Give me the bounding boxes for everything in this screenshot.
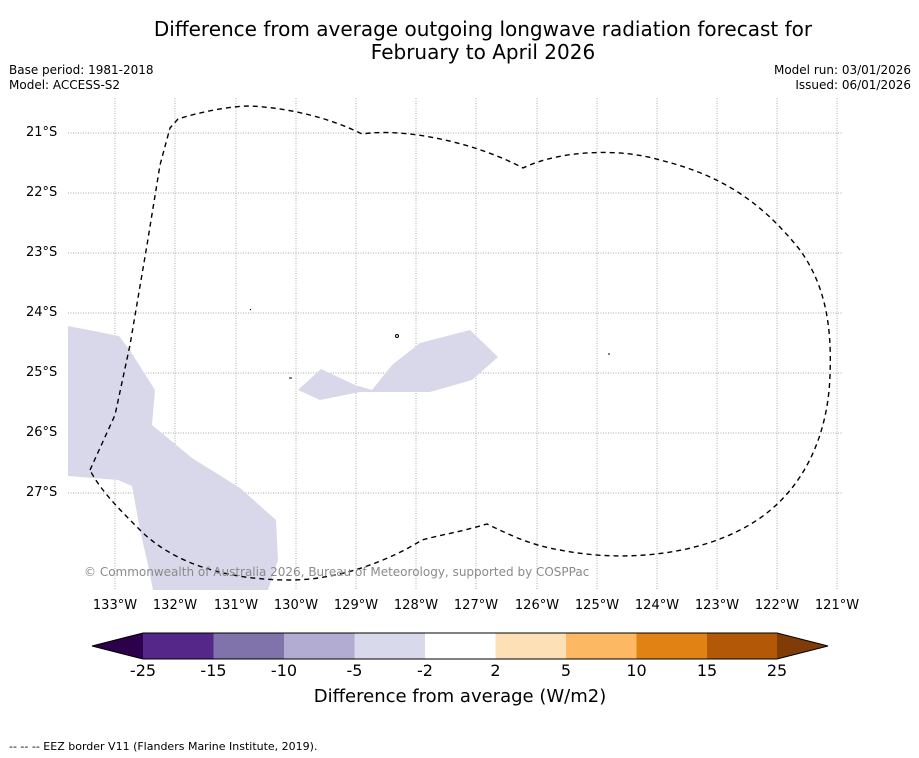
lon-label-126w: 126°W bbox=[514, 598, 560, 613]
lon-label-127w: 127°W bbox=[453, 598, 499, 613]
island-speck bbox=[395, 334, 399, 338]
base-period: Base period: 1981-2018 bbox=[9, 63, 154, 77]
chart-title: Difference from average outgoing longwav… bbox=[60, 18, 906, 64]
lat-label-23s: 23°S bbox=[26, 245, 58, 260]
meta-right: Model run: 03/01/2026 Issued: 06/01/2026 bbox=[774, 63, 911, 93]
issued-date: Issued: 06/01/2026 bbox=[795, 78, 911, 92]
copyright-notice: © Commonwealth of Australia 2026, Bureau… bbox=[84, 565, 590, 579]
lon-label-130w: 130°W bbox=[273, 598, 319, 613]
colorbar-tick: -2 bbox=[417, 661, 433, 680]
colorbar-tick: -10 bbox=[270, 661, 298, 680]
lon-label-122w: 122°W bbox=[754, 598, 800, 613]
colorbar-tick: 5 bbox=[560, 661, 572, 680]
lon-label-124w: 124°W bbox=[634, 598, 680, 613]
model-name: Model: ACCESS-S2 bbox=[9, 78, 121, 92]
shaded-regions bbox=[68, 326, 498, 590]
colorbar-tick: 10 bbox=[626, 661, 647, 680]
lon-label-128w: 128°W bbox=[393, 598, 439, 613]
colorbar-tick: -15 bbox=[200, 661, 227, 680]
colorbar-tick: -5 bbox=[346, 661, 363, 680]
lat-label-26s: 26°S bbox=[26, 425, 58, 440]
model-run: Model run: 03/01/2026 bbox=[773, 63, 911, 77]
lat-gridlines bbox=[68, 132, 843, 494]
colorbar-tick: 25 bbox=[766, 661, 788, 680]
lon-label-123w: 123°W bbox=[694, 598, 740, 613]
colorbar-tick: 2 bbox=[490, 661, 501, 680]
title-line-2: February to April 2026 bbox=[370, 40, 596, 64]
lon-label-132w: 132°W bbox=[152, 598, 198, 613]
colorbar-tick: 15 bbox=[696, 661, 718, 680]
lon-label-125w: 125°W bbox=[574, 598, 620, 613]
lat-label-25s: 25°S bbox=[26, 365, 58, 380]
island-speck bbox=[249, 308, 252, 311]
title-line-1: Difference from average outgoing longwav… bbox=[153, 17, 813, 41]
eez-footnote: -- -- -- EEZ border V11 (Flanders Marine… bbox=[9, 740, 318, 753]
lat-label-22s: 22°S bbox=[26, 185, 58, 200]
lat-label-21s: 21°S bbox=[26, 125, 58, 140]
eez-border bbox=[89, 105, 832, 581]
colorbar-label: Difference from average (W/m2) bbox=[313, 686, 607, 707]
lon-label-121w: 121°W bbox=[814, 598, 860, 613]
shaded-region-central bbox=[298, 330, 498, 400]
lon-label-133w: 133°W bbox=[92, 598, 138, 613]
shaded-region-west bbox=[68, 326, 278, 590]
island-specks bbox=[249, 308, 610, 379]
lat-label-24s: 24°S bbox=[26, 305, 58, 320]
lon-label-131w: 131°W bbox=[213, 598, 259, 613]
lon-label-129w: 129°W bbox=[333, 598, 379, 613]
lat-label-27s: 27°S bbox=[26, 485, 58, 500]
meta-left: Base period: 1981-2018 Model: ACCESS-S2 bbox=[9, 63, 154, 93]
colorbar-tick: -25 bbox=[129, 661, 157, 680]
